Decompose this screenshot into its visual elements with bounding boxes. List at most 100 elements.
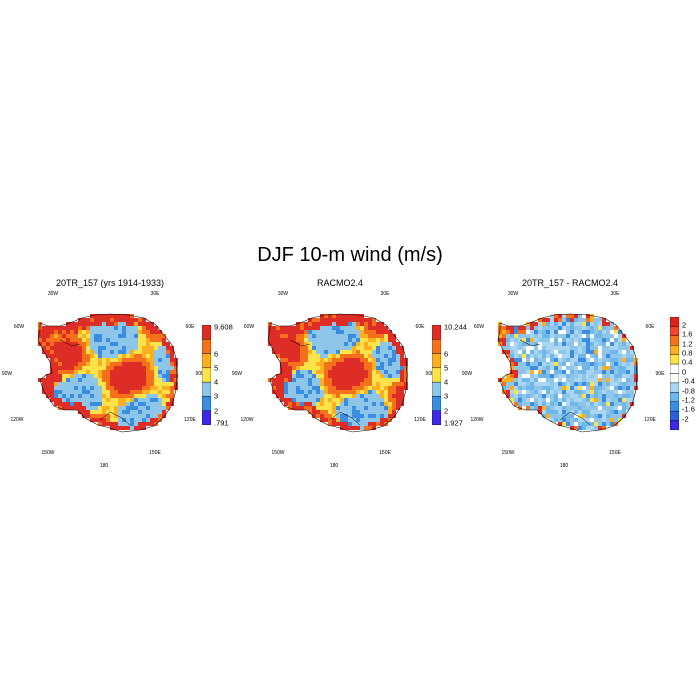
map-cell — [380, 370, 384, 374]
map-cell — [590, 330, 594, 334]
map-cell — [320, 358, 324, 362]
map-cell — [328, 422, 332, 426]
map-cell — [300, 326, 304, 330]
map-cell — [122, 318, 126, 322]
map-cell — [114, 322, 118, 326]
longitude-label: 90E — [195, 371, 205, 377]
map-cell — [622, 354, 626, 358]
map-cell — [122, 366, 126, 370]
map-cell — [300, 394, 304, 398]
map-cell — [284, 382, 288, 386]
map-cell — [372, 334, 376, 338]
map-cell — [380, 386, 384, 390]
map-cell — [340, 398, 344, 402]
map-cell — [162, 358, 166, 362]
map-cell — [58, 350, 62, 354]
map-cell — [614, 354, 618, 358]
map-cell — [376, 378, 380, 382]
map-cell — [292, 338, 296, 342]
map-cell — [514, 358, 518, 362]
map-cell — [102, 406, 106, 410]
map-cell — [340, 330, 344, 334]
map-cell — [150, 358, 154, 362]
longitude-label: 150W — [271, 450, 285, 456]
map-cell — [170, 350, 174, 354]
map-cell — [58, 326, 62, 330]
colorbar-tick-label: -0.8 — [682, 386, 695, 396]
map-cell — [66, 354, 70, 358]
map-cell — [530, 350, 534, 354]
map-cell — [550, 346, 554, 350]
map-cell — [110, 350, 114, 354]
map-cell — [78, 402, 82, 406]
map-cell — [98, 370, 102, 374]
map-cell — [578, 362, 582, 366]
map-cell — [138, 378, 142, 382]
map-cell — [602, 406, 606, 410]
map-cell — [562, 382, 566, 386]
coastline — [37, 313, 178, 433]
map-cell — [566, 398, 570, 402]
map-cell — [336, 386, 340, 390]
map-cell — [162, 390, 166, 394]
map-cell — [86, 382, 90, 386]
map-cell — [372, 394, 376, 398]
map-cell — [388, 350, 392, 354]
map-cell — [344, 426, 348, 430]
map-cell — [348, 342, 352, 346]
map-cell — [590, 338, 594, 342]
map-cell — [570, 390, 574, 394]
map-cell — [602, 378, 606, 382]
map-cell — [332, 322, 336, 326]
map-cell — [110, 390, 114, 394]
map-cell — [146, 418, 150, 422]
map-cell — [134, 418, 138, 422]
map-cell — [304, 366, 308, 370]
map-cell — [122, 358, 126, 362]
map-cell — [360, 426, 364, 430]
map-cell — [348, 394, 352, 398]
map-cell — [284, 378, 288, 382]
map-cell — [530, 342, 534, 346]
map-cell — [114, 418, 118, 422]
map-cell — [396, 354, 400, 358]
map-cell — [70, 382, 74, 386]
map-cell — [574, 390, 578, 394]
map-cell — [530, 390, 534, 394]
map-cell — [126, 338, 130, 342]
map-cell — [614, 410, 618, 414]
map-cell — [158, 362, 162, 366]
map-cell — [98, 414, 102, 418]
map-cell — [280, 354, 284, 358]
map-cell — [82, 334, 86, 338]
map-cell — [598, 342, 602, 346]
longitude-label: 90E — [425, 371, 435, 377]
map-cell — [558, 366, 562, 370]
map-cell — [126, 330, 130, 334]
map-cell — [328, 374, 332, 378]
map-cell — [158, 382, 162, 386]
map-cell — [360, 366, 364, 370]
map-cell — [174, 370, 178, 374]
map-cell — [388, 414, 392, 418]
map-cell — [162, 382, 166, 386]
map-cell — [510, 346, 514, 350]
map-cell — [46, 378, 50, 382]
map-cell — [328, 342, 332, 346]
map-cell — [62, 362, 66, 366]
map-cell — [502, 346, 506, 350]
map-cell — [404, 382, 408, 386]
map-cell — [150, 414, 154, 418]
map-cell — [300, 358, 304, 362]
map-cell — [622, 362, 626, 366]
map-cell — [368, 366, 372, 370]
map-cell — [344, 314, 348, 318]
map-cell — [558, 374, 562, 378]
map-cell — [138, 398, 142, 402]
map-cell — [122, 314, 126, 318]
map-cell — [372, 362, 376, 366]
map-cell — [82, 346, 86, 350]
map-cell — [82, 342, 86, 346]
map-cell — [502, 342, 506, 346]
map-cell — [590, 366, 594, 370]
